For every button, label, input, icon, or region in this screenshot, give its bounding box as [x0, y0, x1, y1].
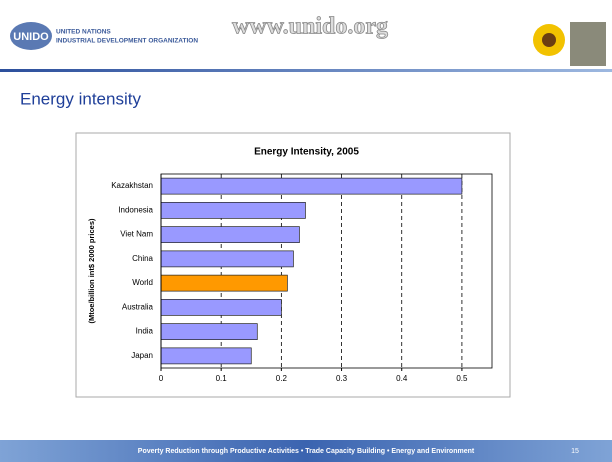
y-tick-label: India [136, 327, 154, 336]
bar [160, 226, 300, 243]
x-tick-label: 0 [159, 374, 164, 383]
bar [160, 177, 463, 195]
x-tick-label: 0.4 [396, 374, 408, 383]
y-tick-label: Indonesia [118, 205, 153, 214]
bar [160, 202, 306, 219]
x-tick-label: 0.3 [336, 374, 348, 383]
y-tick-label: Viet Nam [120, 230, 153, 239]
y-tick-label: World [132, 278, 153, 287]
page-number: 15 [571, 448, 579, 455]
y-tick-label: Japan [131, 351, 153, 360]
chart: Energy Intensity, 2005 (Mtoe/billion int$… [87, 147, 493, 383]
chart-title: Energy Intensity, 2005 [254, 147, 359, 158]
footer-bar [0, 440, 612, 462]
bar [160, 250, 294, 268]
y-tick-label: Kazakhstan [111, 181, 153, 190]
y-tick-label: China [132, 254, 153, 263]
footer-text: Poverty Reduction through Productive Act… [138, 448, 475, 455]
x-tick-label: 0.5 [456, 374, 468, 383]
logo-emblem [10, 22, 52, 50]
sunflower-image [542, 33, 556, 47]
x-tick-label: 0.1 [216, 374, 228, 383]
site-url: www.unido.org [232, 14, 388, 40]
header-rule [0, 69, 612, 72]
bar [160, 274, 288, 292]
org-line: UNITED NATIONS [56, 29, 111, 36]
logo-text: UNIDO [13, 31, 49, 43]
y-axis-label: (Mtoe/billion int$ 2000 prices) [87, 218, 96, 324]
bar [160, 299, 282, 316]
x-tick-label: 0.2 [276, 374, 288, 383]
photo-image [570, 22, 606, 66]
bar [160, 323, 258, 340]
slide-title: Energy intensity [20, 89, 141, 108]
y-tick-label: Australia [122, 302, 154, 311]
bar [160, 347, 252, 365]
org-line: INDUSTRIAL DEVELOPMENT ORGANIZATION [56, 38, 198, 45]
